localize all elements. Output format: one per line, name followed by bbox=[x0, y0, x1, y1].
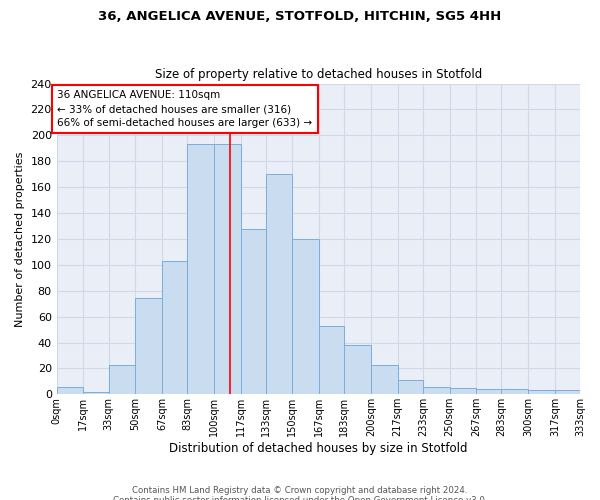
Bar bbox=[319, 326, 344, 394]
Text: 36, ANGELICA AVENUE, STOTFOLD, HITCHIN, SG5 4HH: 36, ANGELICA AVENUE, STOTFOLD, HITCHIN, … bbox=[98, 10, 502, 23]
Bar bbox=[214, 144, 241, 394]
Text: Contains HM Land Registry data © Crown copyright and database right 2024.: Contains HM Land Registry data © Crown c… bbox=[132, 486, 468, 495]
Bar bbox=[449, 388, 476, 394]
X-axis label: Distribution of detached houses by size in Stotfold: Distribution of detached houses by size … bbox=[169, 442, 467, 455]
Bar bbox=[528, 390, 555, 394]
Text: Contains public sector information licensed under the Open Government Licence v3: Contains public sector information licen… bbox=[113, 496, 487, 500]
Bar bbox=[162, 261, 187, 394]
Title: Size of property relative to detached houses in Stotfold: Size of property relative to detached ho… bbox=[155, 68, 482, 81]
Bar bbox=[187, 144, 214, 394]
Y-axis label: Number of detached properties: Number of detached properties bbox=[15, 151, 25, 326]
Bar bbox=[476, 389, 502, 394]
Bar bbox=[56, 386, 83, 394]
Bar bbox=[292, 239, 319, 394]
Text: 36 ANGELICA AVENUE: 110sqm
← 33% of detached houses are smaller (316)
66% of sem: 36 ANGELICA AVENUE: 110sqm ← 33% of deta… bbox=[58, 90, 313, 128]
Bar bbox=[83, 392, 109, 394]
Bar bbox=[371, 364, 398, 394]
Bar bbox=[266, 174, 292, 394]
Bar bbox=[502, 389, 528, 394]
Bar bbox=[398, 380, 423, 394]
Bar bbox=[555, 390, 580, 394]
Bar bbox=[135, 298, 162, 394]
Bar bbox=[423, 386, 449, 394]
Bar bbox=[344, 345, 371, 395]
Bar bbox=[109, 364, 135, 394]
Bar bbox=[241, 228, 266, 394]
